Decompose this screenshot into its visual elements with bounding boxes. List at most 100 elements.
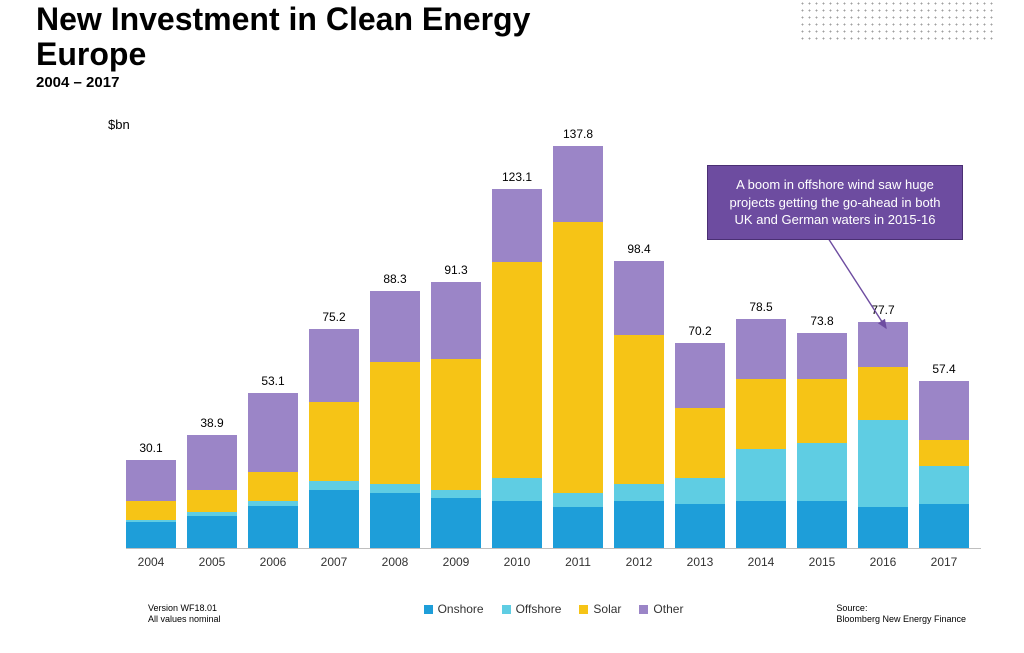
x-label-2006: 2006 bbox=[260, 555, 287, 569]
seg-onshore bbox=[675, 504, 725, 548]
swatch-other bbox=[639, 605, 648, 614]
legend-item-offshore: Offshore bbox=[502, 602, 562, 616]
seg-offshore bbox=[309, 481, 359, 490]
seg-onshore bbox=[797, 501, 847, 548]
seg-onshore bbox=[736, 501, 786, 548]
seg-solar bbox=[553, 222, 603, 493]
title-block: New Investment in Clean Energy Europe 20… bbox=[36, 2, 656, 91]
bar-2004 bbox=[126, 460, 176, 548]
x-label-2015: 2015 bbox=[809, 555, 836, 569]
seg-onshore bbox=[919, 504, 969, 548]
total-2008: 88.3 bbox=[365, 272, 425, 286]
bar-2011 bbox=[553, 146, 603, 548]
bar-2012 bbox=[614, 261, 664, 548]
seg-offshore bbox=[492, 478, 542, 501]
seg-other bbox=[309, 329, 359, 402]
seg-solar bbox=[431, 359, 481, 490]
seg-other bbox=[370, 291, 420, 362]
x-label-2004: 2004 bbox=[138, 555, 165, 569]
swatch-onshore bbox=[424, 605, 433, 614]
bar-2008 bbox=[370, 291, 420, 548]
bar-2016 bbox=[858, 322, 908, 548]
seg-other bbox=[126, 460, 176, 501]
legend-label-other: Other bbox=[653, 602, 683, 616]
x-label-2014: 2014 bbox=[748, 555, 775, 569]
x-label-2017: 2017 bbox=[931, 555, 958, 569]
seg-solar bbox=[492, 262, 542, 478]
seg-onshore bbox=[858, 507, 908, 548]
total-2012: 98.4 bbox=[609, 242, 669, 256]
x-label-2010: 2010 bbox=[504, 555, 531, 569]
legend-label-solar: Solar bbox=[593, 602, 621, 616]
seg-onshore bbox=[431, 498, 481, 548]
seg-other bbox=[614, 261, 664, 335]
seg-other bbox=[797, 333, 847, 379]
bar-2007 bbox=[309, 329, 359, 548]
source-label: Source: bbox=[836, 603, 867, 613]
year-range: 2004 – 2017 bbox=[36, 74, 656, 91]
seg-solar bbox=[614, 335, 664, 484]
total-2005: 38.9 bbox=[182, 416, 242, 430]
callout-box: A boom in offshore wind saw huge project… bbox=[707, 165, 963, 240]
seg-solar bbox=[370, 362, 420, 484]
seg-other bbox=[553, 146, 603, 221]
seg-onshore bbox=[553, 507, 603, 548]
bar-2015 bbox=[797, 333, 847, 548]
seg-offshore bbox=[370, 484, 420, 493]
swatch-offshore bbox=[502, 605, 511, 614]
version-line: Version WF18.01 bbox=[148, 603, 217, 613]
total-2006: 53.1 bbox=[243, 374, 303, 388]
seg-other bbox=[248, 393, 298, 472]
seg-offshore bbox=[858, 420, 908, 507]
seg-onshore bbox=[309, 490, 359, 548]
seg-onshore bbox=[187, 516, 237, 548]
legend-label-onshore: Onshore bbox=[438, 602, 484, 616]
seg-onshore bbox=[614, 501, 664, 548]
seg-other bbox=[675, 343, 725, 408]
bar-2005 bbox=[187, 435, 237, 548]
seg-solar bbox=[858, 367, 908, 419]
seg-other bbox=[431, 282, 481, 359]
total-2017: 57.4 bbox=[914, 362, 974, 376]
legend-item-other: Other bbox=[639, 602, 683, 616]
legend-label-offshore: Offshore bbox=[516, 602, 562, 616]
bar-2006 bbox=[248, 393, 298, 548]
seg-solar bbox=[187, 490, 237, 512]
seg-other bbox=[187, 435, 237, 490]
seg-solar bbox=[248, 472, 298, 501]
total-2010: 123.1 bbox=[487, 170, 547, 184]
x-label-2008: 2008 bbox=[382, 555, 409, 569]
total-2013: 70.2 bbox=[670, 324, 730, 338]
seg-solar bbox=[797, 379, 847, 443]
footnote-left: Version WF18.01 All values nominal bbox=[148, 603, 221, 626]
x-label-2005: 2005 bbox=[199, 555, 226, 569]
bar-2017 bbox=[919, 381, 969, 548]
callout-arrow bbox=[818, 228, 896, 338]
total-2004: 30.1 bbox=[121, 441, 181, 455]
x-axis-labels: 2004200520062007200820092010201120122013… bbox=[126, 549, 981, 571]
seg-solar bbox=[675, 408, 725, 478]
bar-2014 bbox=[736, 319, 786, 548]
bar-2013 bbox=[675, 343, 725, 548]
bar-2010 bbox=[492, 189, 542, 548]
seg-offshore bbox=[553, 493, 603, 508]
page-title: New Investment in Clean Energy Europe bbox=[36, 2, 656, 72]
callout-text: A boom in offshore wind saw huge project… bbox=[729, 177, 940, 227]
seg-onshore bbox=[126, 522, 176, 548]
seg-offshore bbox=[614, 484, 664, 501]
x-label-2011: 2011 bbox=[565, 555, 591, 569]
x-label-2012: 2012 bbox=[626, 555, 653, 569]
footnote-right: Source: Bloomberg New Energy Finance bbox=[836, 603, 966, 626]
seg-onshore bbox=[370, 493, 420, 548]
values-note: All values nominal bbox=[148, 614, 221, 624]
x-label-2007: 2007 bbox=[321, 555, 348, 569]
seg-onshore bbox=[492, 501, 542, 548]
seg-solar bbox=[309, 402, 359, 481]
x-label-2009: 2009 bbox=[443, 555, 470, 569]
total-2007: 75.2 bbox=[304, 310, 364, 324]
swatch-solar bbox=[579, 605, 588, 614]
source-name: Bloomberg New Energy Finance bbox=[836, 614, 966, 624]
seg-other bbox=[919, 381, 969, 440]
seg-offshore bbox=[797, 443, 847, 501]
title-line2: Europe bbox=[36, 36, 146, 72]
